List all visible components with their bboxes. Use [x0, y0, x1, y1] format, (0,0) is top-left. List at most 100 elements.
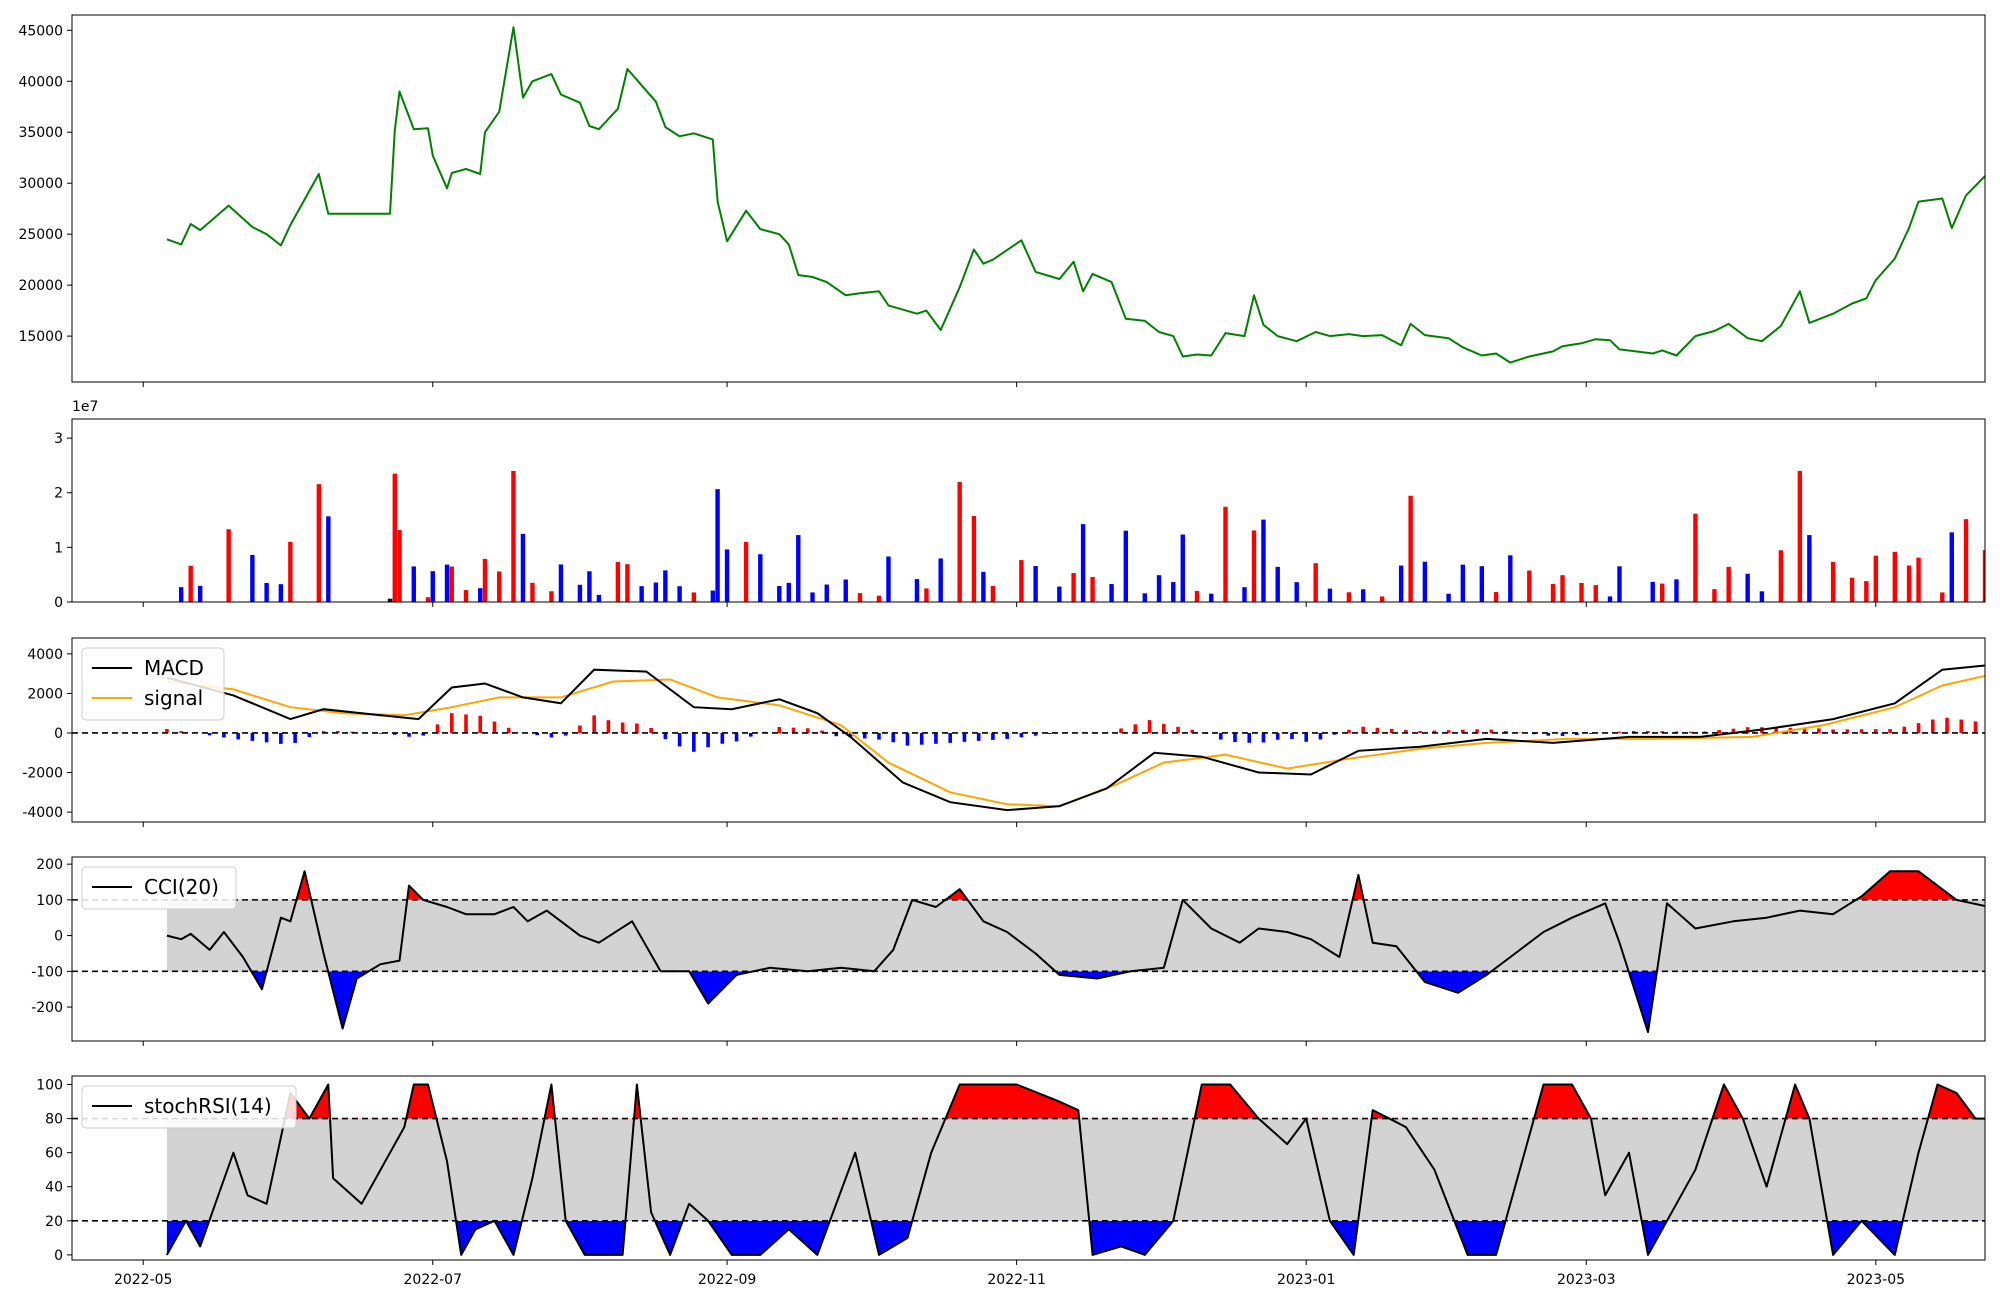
volume-bar	[1745, 573, 1750, 602]
macd-hist-bar	[1133, 724, 1138, 733]
x-tick-label: 2022-11	[987, 1272, 1046, 1288]
macd-hist-bar	[734, 732, 739, 742]
volume-bar	[1019, 560, 1024, 602]
macd-hist-bar	[663, 732, 668, 740]
x-tick-label: 2022-05	[114, 1272, 173, 1288]
volume-bar	[710, 590, 716, 602]
macd-hist-bar	[506, 727, 511, 733]
volume-bar	[1156, 575, 1162, 602]
volume-bar	[520, 533, 526, 602]
volume-bar	[1446, 593, 1451, 602]
volume-bar	[1892, 551, 1898, 602]
macd-hist-bar	[250, 732, 255, 741]
volume-bar	[1379, 596, 1385, 602]
volume-bar	[316, 484, 322, 602]
macd-hist-bar	[592, 715, 596, 733]
macd-hist-bar	[279, 732, 283, 744]
volume-bar	[250, 554, 255, 602]
volume-bar	[1560, 575, 1565, 602]
legend-label: CCI(20)	[144, 875, 219, 899]
macd-hist-bar	[749, 732, 753, 737]
macd-hist-bar	[706, 732, 710, 748]
volume-bar	[1617, 566, 1622, 602]
y-tick-label: 2	[54, 486, 63, 502]
volume-bar	[1759, 591, 1765, 602]
volume-bar	[743, 541, 749, 602]
macd-hist-bar	[976, 732, 981, 741]
macd-hist-bar	[293, 732, 297, 743]
macd-hist-bar	[635, 723, 639, 733]
macd-hist-bar	[862, 732, 867, 739]
volume-bar	[957, 481, 962, 602]
macd-hist-bar	[492, 721, 497, 733]
macd-hist-bar	[1988, 723, 1992, 733]
oversold-fill	[166, 1220, 1903, 1255]
volume-bar	[1916, 557, 1921, 602]
volume-bar	[1460, 564, 1466, 602]
macd-hist-bar	[1304, 732, 1308, 742]
macd-hist-bar	[535, 732, 539, 736]
macd-hist-bar	[321, 731, 326, 733]
macd-hist-bar	[1574, 732, 1579, 736]
volume-bar	[1327, 588, 1333, 602]
volume-bar	[796, 535, 801, 602]
price-line	[166, 26, 1985, 364]
volume-bar	[558, 564, 564, 602]
y-tick-label: 30000	[18, 176, 63, 192]
y-tick-label: 100	[36, 893, 63, 909]
macd-line	[166, 664, 1985, 812]
macd-hist-bar	[606, 720, 611, 733]
macd-hist-bar	[1503, 731, 1508, 733]
volume-bar	[663, 570, 668, 602]
volume-bar	[724, 549, 730, 602]
macd-hist-bar	[649, 727, 653, 733]
volume-bar	[430, 571, 435, 602]
plot-area-macd	[72, 664, 1992, 812]
y-tick-label: 4000	[27, 647, 63, 663]
volume-bar	[990, 585, 996, 602]
macd-hist-bar	[1745, 727, 1750, 733]
volume-bar	[653, 582, 659, 602]
volume-bar	[1313, 563, 1318, 602]
panel-volume: 1e7 0 1 2 3	[54, 399, 1986, 611]
volume-bar	[1180, 534, 1185, 602]
y-tick-label: -200	[31, 1000, 63, 1016]
x-tick-label: 2023-01	[1277, 1272, 1336, 1288]
macd-hist-bar	[1902, 726, 1907, 733]
macd-hist-bar	[1218, 732, 1223, 740]
volume-bar	[914, 579, 920, 602]
volume-bar	[197, 585, 203, 602]
x-tick-label: 2022-07	[404, 1272, 463, 1288]
macd-hist-bar	[1774, 727, 1778, 733]
macd-hist-bar	[1631, 730, 1636, 733]
y-tick-label: 40	[45, 1180, 63, 1196]
volume-bar	[625, 564, 630, 602]
macd-hist-bar	[1418, 730, 1422, 733]
macd-hist-bar	[1176, 726, 1180, 733]
macd-hist-bar	[1233, 732, 1237, 743]
legend-label: signal	[144, 686, 203, 710]
volume-bar	[843, 579, 848, 602]
volume-bar	[1251, 530, 1257, 602]
macd-hist-bar	[720, 732, 725, 744]
macd-hist-bar	[165, 729, 169, 733]
legend-box	[81, 647, 225, 721]
volume-bar	[530, 582, 535, 602]
macd-hist-bar	[848, 732, 853, 738]
volume-bar	[449, 566, 454, 602]
volume-bar	[497, 571, 502, 602]
volume-bar	[1360, 589, 1366, 602]
y-tick-label: 15000	[18, 329, 63, 345]
volume-bar	[411, 566, 416, 602]
y-tick-label: 20000	[18, 278, 63, 294]
volume-bar	[886, 556, 891, 602]
volume-bar	[1171, 582, 1176, 602]
volume-bar	[392, 473, 397, 602]
volume-bar	[387, 598, 393, 602]
macd-hist-bar	[1888, 729, 1892, 733]
volume-bar	[478, 588, 483, 602]
macd-hist-bar	[307, 732, 312, 738]
macd-hist-bar	[1560, 732, 1565, 736]
volume-bar	[1550, 583, 1556, 602]
